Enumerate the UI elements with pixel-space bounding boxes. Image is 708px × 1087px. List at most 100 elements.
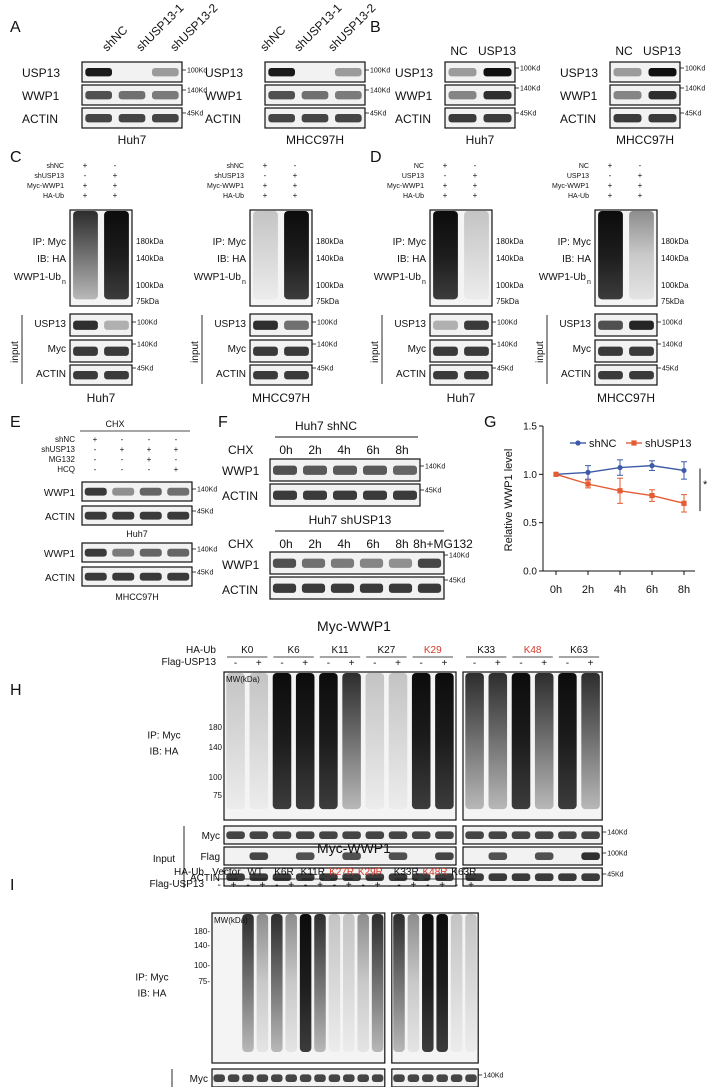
band (301, 583, 326, 593)
band (483, 114, 512, 123)
blot-title: Huh7 shNC (295, 419, 357, 433)
sign: - (246, 880, 249, 891)
band (104, 320, 129, 330)
band (534, 831, 554, 839)
ub-subscript: n (587, 279, 591, 286)
sign: + (608, 181, 613, 190)
sign: - (397, 880, 400, 891)
sign: - (455, 880, 458, 891)
ib-label: IB: HA (217, 254, 246, 265)
data-point (553, 471, 559, 477)
sign: - (566, 658, 569, 669)
marker-label: 45Kd (187, 111, 203, 118)
cell-line: Huh7 (447, 391, 476, 405)
blot-strip (444, 107, 516, 129)
sign: + (441, 658, 447, 669)
y-tick-label: 0.5 (523, 518, 537, 529)
band (301, 558, 326, 568)
flag-label: Flag-USP13 (150, 879, 205, 890)
band (448, 114, 477, 123)
band (483, 91, 512, 100)
band (433, 346, 458, 356)
sign: + (83, 161, 88, 170)
band (365, 831, 385, 839)
blot-strip (223, 825, 457, 845)
data-point (649, 493, 655, 499)
band (328, 1074, 341, 1082)
band (363, 490, 387, 500)
row-label: ACTIN (45, 512, 75, 523)
x-tick-label: 2h (582, 584, 594, 596)
condition-label: Myc-WWP1 (27, 183, 64, 190)
input-row-label: ACTIN (190, 873, 220, 884)
band (534, 852, 554, 860)
lane-label: NC (615, 44, 633, 58)
marker-label: 100Kd (662, 320, 682, 327)
band (411, 831, 431, 839)
sign: + (259, 880, 265, 891)
mw-label: 75kDa (496, 297, 520, 306)
band (84, 487, 107, 496)
condition-label: HA-Ub (568, 193, 589, 200)
marker-label: 140Kd (449, 553, 469, 560)
mw-label: 180kDa (136, 237, 164, 246)
row-label: USP13 (395, 66, 433, 80)
band (271, 1074, 283, 1082)
mw-label: 100- (194, 961, 210, 970)
condition-label: USP13 (567, 173, 589, 180)
ub-mutant-label: K11R (301, 867, 325, 878)
band (256, 1074, 269, 1082)
marker-label: 45Kd (685, 111, 701, 118)
band (598, 371, 623, 380)
sign: - (84, 171, 87, 180)
sign: + (638, 191, 643, 200)
cell-line: Huh7 (126, 529, 148, 539)
blot-images (69, 61, 681, 1087)
marker-label: 100Kd (370, 68, 390, 75)
band (112, 572, 135, 581)
sign: + (473, 191, 478, 200)
ub-subscript: n (242, 279, 246, 286)
sign: + (638, 171, 643, 180)
mw-label: 140kDa (316, 254, 344, 263)
band (272, 558, 297, 568)
band (152, 91, 179, 100)
band (629, 346, 654, 356)
ub-mutant-label: K63 (570, 645, 588, 656)
marker-label: 45Kd (662, 366, 678, 373)
band (465, 1074, 477, 1082)
band (314, 1074, 326, 1082)
mw-label: 140kDa (136, 254, 164, 263)
sign: - (94, 465, 97, 474)
mw-label: 140- (194, 941, 210, 950)
sign: - (121, 465, 124, 474)
condition-label: HCQ (57, 465, 75, 474)
sign: - (175, 435, 178, 444)
sign: - (426, 880, 429, 891)
smear-lane (558, 673, 577, 810)
mw-header: MW(kDa) (214, 916, 248, 925)
row-label: ACTIN (222, 489, 258, 503)
band (284, 371, 309, 380)
ub-smear (391, 912, 479, 1064)
legend-label: shUSP13 (645, 438, 691, 450)
sign: - (362, 880, 365, 891)
mw-label: 100 (209, 773, 223, 782)
band (629, 320, 654, 330)
mw-label: 100kDa (316, 281, 344, 290)
blot-strip (594, 364, 658, 386)
condition-label: shNC (46, 163, 64, 170)
band (417, 558, 442, 568)
sign: + (588, 658, 594, 669)
sign: + (346, 880, 352, 891)
ub-label: WWP1-Ub (194, 272, 242, 283)
sign: + (113, 191, 118, 200)
band (139, 548, 162, 557)
y-tick-label: 1.0 (523, 470, 537, 481)
row-label: ACTIN (22, 112, 58, 126)
smear-lane (226, 673, 245, 810)
ub-smear (594, 209, 658, 307)
ub-mutant-label: K27R (329, 867, 354, 878)
time-label: 0h (279, 537, 292, 551)
smear-lane (295, 673, 315, 810)
